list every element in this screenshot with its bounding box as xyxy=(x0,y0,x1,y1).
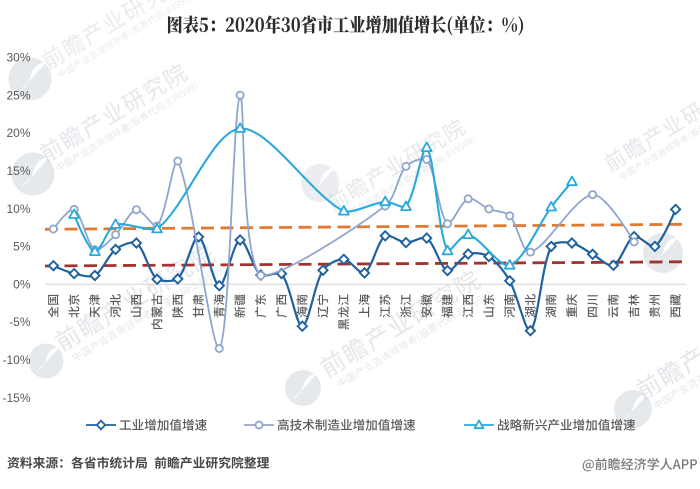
svg-text:10%: 10% xyxy=(6,202,30,216)
svg-text:-10%: -10% xyxy=(2,353,30,367)
svg-text:-5%: -5% xyxy=(9,315,31,329)
svg-text:5%: 5% xyxy=(13,240,31,254)
svg-text:25%: 25% xyxy=(6,88,30,102)
svg-text:20%: 20% xyxy=(6,126,30,140)
svg-text:-15%: -15% xyxy=(2,391,30,405)
svg-text:30%: 30% xyxy=(6,51,30,65)
svg-text:0%: 0% xyxy=(13,277,31,291)
svg-text:15%: 15% xyxy=(6,164,30,178)
